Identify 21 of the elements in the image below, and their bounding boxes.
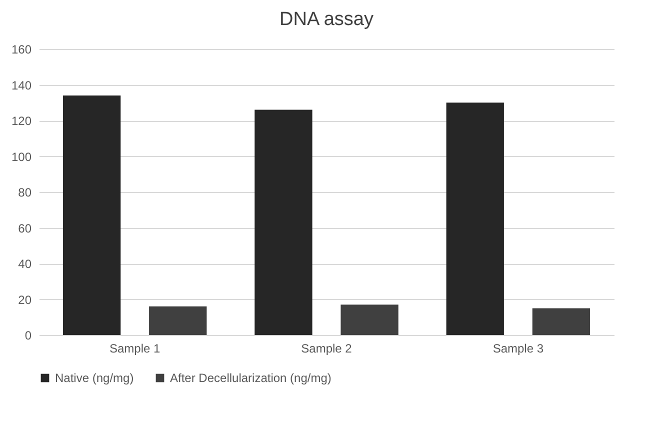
x-tick-label: Sample 1	[109, 342, 161, 356]
legend-label: After Decellularization (ng/mg)	[170, 371, 332, 385]
y-tick-label: 20	[18, 292, 32, 307]
bar	[446, 102, 504, 335]
y-tick-label: 120	[11, 114, 32, 128]
chart-title: DNA assay	[280, 9, 374, 30]
y-tick-label: 80	[18, 186, 32, 200]
y-tick-label: 0	[24, 328, 32, 342]
bar	[340, 304, 398, 335]
bar	[532, 308, 590, 335]
y-tick-label: 160	[11, 42, 32, 56]
bar	[62, 95, 121, 335]
bar	[254, 110, 312, 335]
y-tick-label: 140	[11, 78, 32, 92]
x-tick-label: Sample 3	[492, 342, 544, 356]
legend-label: Native (ng/mg)	[55, 371, 134, 385]
y-tick-label: 60	[18, 221, 32, 236]
y-tick-label: 100	[11, 150, 32, 164]
x-tick-label: Sample 2	[301, 342, 352, 356]
bar	[149, 306, 207, 335]
y-tick-label: 40	[18, 257, 32, 271]
